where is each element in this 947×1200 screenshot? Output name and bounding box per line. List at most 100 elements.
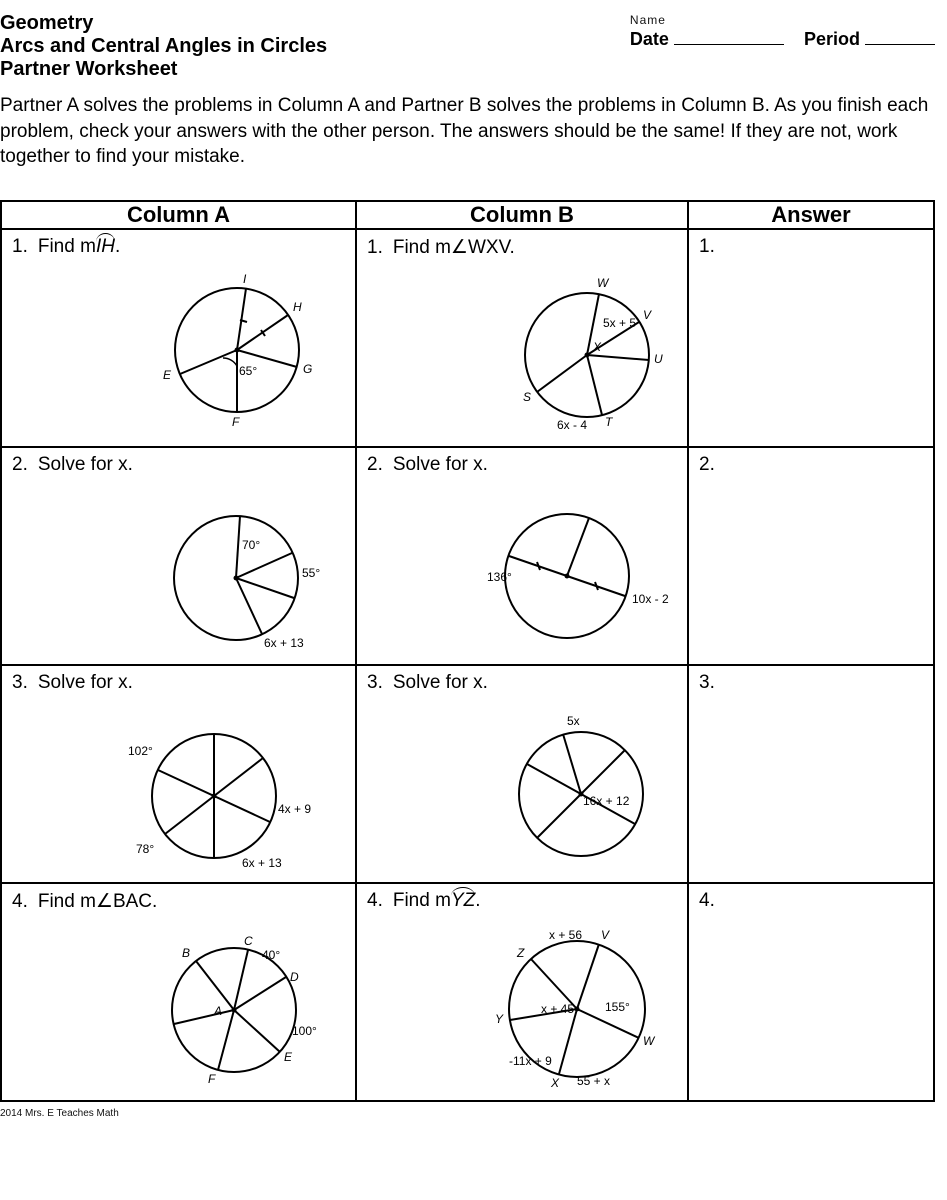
col-b-header: Column B [356,201,688,229]
a1-num: 1. [12,236,28,258]
b1-U: U [654,352,663,366]
cell-ans2[interactable]: 2. [689,448,933,664]
problems-table: Column A Column B Answer 1. Find mIH. [0,200,935,1102]
b4-X: X [551,1076,559,1090]
cell-ans1[interactable]: 1. [689,230,933,446]
a3-l1: 102° [128,744,153,758]
worksheet-header: Geometry Arcs and Central Angles in Circ… [0,12,935,81]
b4-W: W [643,1034,654,1048]
b1-num: 1. [367,237,383,259]
date-blank[interactable] [674,31,784,45]
b2-text: Solve for x. [393,454,488,476]
a3-figure: 102° 4x + 9 78° 6x + 13 [122,708,322,883]
b3-num: 3. [367,672,383,694]
cell-ans3[interactable]: 3. [689,666,933,882]
b4-Z: Z [517,946,524,960]
a2-text: Solve for x. [38,454,133,476]
b3-text: Solve for x. [393,672,488,694]
b1-V: V [643,308,651,322]
a3-prompt: 3. Solve for x. [12,672,133,694]
cell-a4: 4. Find m∠BAC. B C D E [2,884,355,1100]
b2-l2: 10x - 2 [632,592,669,606]
cell-a1: 1. Find mIH. [2,230,355,446]
b4-V: V [601,928,609,942]
ans1-num: 1. [699,236,715,258]
cell-b4: 4. Find mYZ. V Z Y X [357,884,687,1100]
a3-l2: 4x + 9 [278,802,311,816]
a4-C: C [244,934,253,948]
cell-b3: 3. Solve for x. 5x 16x + 12 [357,666,687,882]
a1-I: I [243,272,246,286]
b4-l1: x + 56 [549,928,582,942]
b4-arc: YZ [451,890,475,911]
a1-prompt: 1. Find mIH. [12,236,120,258]
a4-l1: 40° [262,948,280,962]
a3-text: Solve for x. [38,672,133,694]
b3-l2: 16x + 12 [583,794,629,808]
b4-num: 4. [367,890,383,912]
cell-a2: 2. Solve for x. 70° 55° 6x + 13 [2,448,355,664]
b1-S: S [523,390,531,404]
b2-figure: 136° 10x - 2 [467,498,667,663]
a2-figure: 70° 55° 6x + 13 [162,498,332,663]
b4-l4: -11x + 9 [509,1054,552,1068]
a2-l3: 6x + 13 [264,636,304,650]
b4-Y: Y [495,1012,503,1026]
b4-figure: V Z Y X W x + 56 x + 45 155° -11x + 9 55… [477,914,687,1104]
a1-G: G [303,362,312,376]
b1-X: X [593,340,601,354]
b1-T: T [605,415,612,429]
b4-l2: x + 45 [541,1002,574,1016]
period-blank[interactable] [865,31,935,45]
a1-E: E [163,368,171,382]
ans2-num: 2. [699,454,715,476]
b4-post: . [475,890,480,911]
a2-l2: 55° [302,566,320,580]
ans3-num: 3. [699,672,715,694]
cell-b1: 1. Find m∠WXV. W V U T S X [357,230,687,446]
worksheet-line: Partner Worksheet [0,58,327,81]
header-left: Geometry Arcs and Central Angles in Circ… [0,12,327,81]
date-label: Date [630,29,669,49]
a4-B: B [182,946,190,960]
col-ans-header: Answer [688,201,934,229]
b2-prompt: 2. Solve for x. [367,454,488,476]
b4-prompt: 4. Find mYZ. [367,890,481,912]
a1-post: . [115,236,120,257]
b1-l2: 6x - 4 [557,418,587,432]
title-line: Arcs and Central Angles in Circles [0,35,327,58]
a4-F: F [208,1072,215,1086]
cell-b2: 2. Solve for x. 136° 10x - 2 [357,448,687,664]
b1-text: Find m∠WXV. [393,236,515,259]
a4-l2: 100° [292,1024,317,1038]
footer-copyright: 2014 Mrs. E Teaches Math [0,1108,935,1119]
b1-W: W [597,276,608,290]
a1-figure: I H G F E 65° [157,270,317,435]
a4-E: E [284,1050,292,1064]
cell-a3: 3. Solve for x. 102° 4x + 9 78° 6x + 13 [2,666,355,882]
a2-num: 2. [12,454,28,476]
subject-line: Geometry [0,12,327,35]
instructions: Partner A solves the problems in Column … [0,93,935,170]
a1-H: H [293,300,302,314]
period-label: Period [804,29,860,49]
b2-num: 2. [367,454,383,476]
a4-figure: B C D E F A 40° 100° [152,922,332,1097]
a3-l4: 6x + 13 [242,856,282,870]
a1-F: F [232,415,239,429]
a4-A: A [214,1004,222,1018]
b4-l3: 155° [605,1000,630,1014]
cell-ans4[interactable]: 4. [689,884,933,1100]
b3-figure: 5x 16x + 12 [497,704,677,879]
a2-prompt: 2. Solve for x. [12,454,133,476]
a4-D: D [290,970,299,984]
b1-prompt: 1. Find m∠WXV. [367,236,515,259]
b2-l1: 136° [487,570,512,584]
b4-l5: 55 + x [577,1074,610,1088]
b3-prompt: 3. Solve for x. [367,672,488,694]
a3-num: 3. [12,672,28,694]
a4-num: 4. [12,891,28,913]
b1-figure: W V U T S X 5x + 5 6x - 4 [507,270,677,445]
b1-l1: 5x + 5 [603,316,636,330]
b3-l1: 5x [567,714,580,728]
